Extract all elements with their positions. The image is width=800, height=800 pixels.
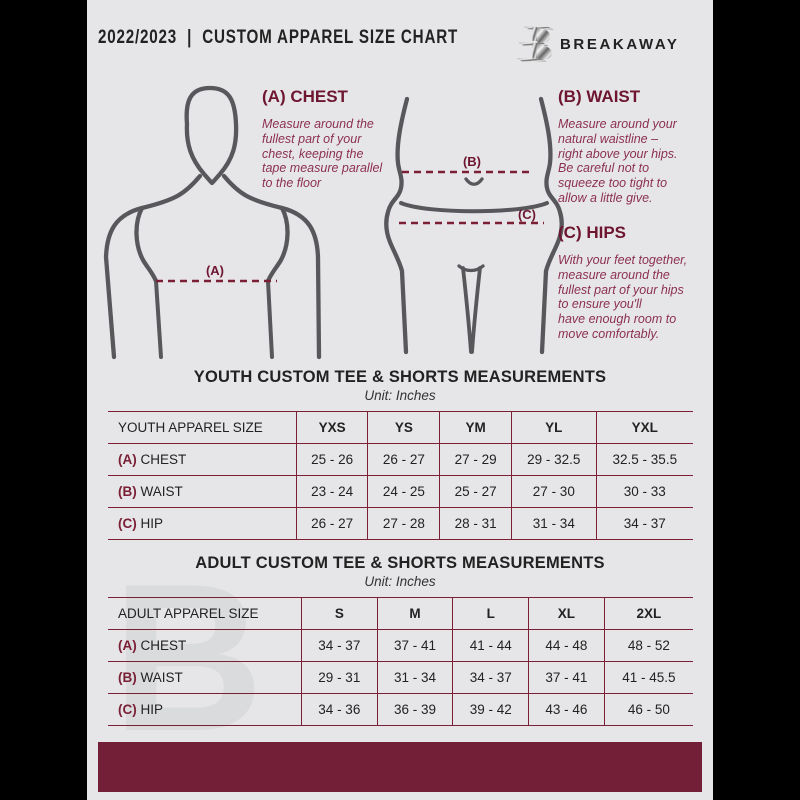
svg-text:(C): (C) — [518, 207, 536, 222]
svg-text:(A): (A) — [206, 263, 224, 278]
svg-text:(B): (B) — [463, 154, 481, 169]
